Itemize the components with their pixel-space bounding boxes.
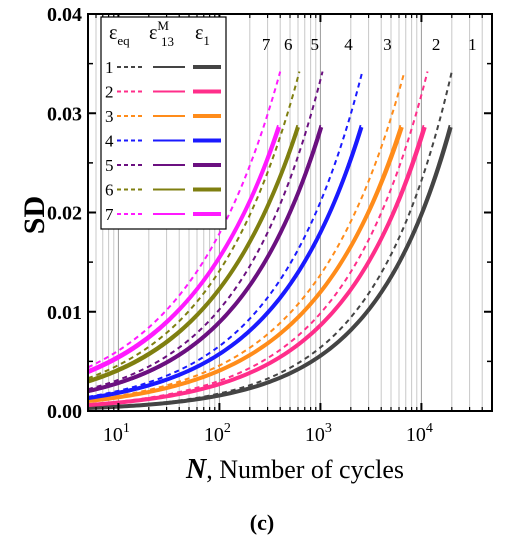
legend-header-sub: 1 [203,33,210,48]
curve-number-labels: 1 2 3 4 567 [262,35,477,54]
series-7-epseq-line [87,71,282,369]
x-tick-base: 10 [103,424,123,446]
x-axis-label: N, Number of cycles [185,454,404,485]
legend-row-label-7: 7 [105,205,114,224]
x-tick-label: 103 [305,421,332,446]
curve-label-3: 3 [383,35,392,54]
legend-row-label-1: 1 [105,58,114,77]
x-tick-exponent: 1 [123,421,130,436]
series-6-eps13M-line [87,124,299,384]
y-tick-label: 0.00 [47,401,82,423]
x-tick-base: 10 [305,424,325,446]
legend-row-label-3: 3 [105,107,114,126]
x-tick-base: 10 [406,424,426,446]
figure-caption: (c) [250,510,274,535]
series-7-eps13M-line [87,124,279,375]
series-5-eps13M-line [87,124,322,394]
legend-row-label-4: 4 [105,132,114,151]
y-tick-labels: 0.00 0.01 0.02 0.03 0.04 [47,4,82,423]
legend-header-1: εM 13 [149,18,174,49]
series-3-epseq-line [87,71,406,402]
y-tick-label: 0.02 [47,203,82,225]
legend-header-symbol: ε [149,22,157,44]
y-tick-label: 0.01 [47,302,82,324]
legend-header-0: εeq [109,22,130,48]
y-tick-label: 0.03 [47,103,82,125]
legend-box [100,16,227,230]
series-curves [87,71,453,411]
legend-row-label-2: 2 [105,83,114,102]
series-3-eps13M-line [87,124,402,403]
series-6-epseq-line [87,71,301,380]
series-2-epseq-line [87,71,429,406]
series-4-epseq-line [87,71,364,398]
legend-header-2: ε1 [195,22,210,48]
x-tick-labels: 101 102 103 104 [103,421,433,446]
x-tick-label: 102 [204,421,231,446]
series-1-epseq-line [87,71,453,409]
series-1-eps13M-line [87,124,451,410]
legend-header-sub: eq [117,33,130,48]
legend-header-sup: M [157,18,169,33]
series-4-eps13M-line [87,124,362,400]
legend-row-label-5: 5 [105,156,114,175]
x-tick-base: 10 [204,424,224,446]
x-tick-exponent: 4 [426,421,433,436]
series-2-eps13M-line [87,124,425,407]
curve-label-6: 6 [284,35,293,54]
curve-label-7: 7 [262,35,271,54]
y-tick-label: 0.04 [47,4,82,26]
series-5-epseq-line [87,71,324,391]
curve-label-1: 1 [468,35,477,54]
y-axis-label: SD [18,196,51,234]
x-tick-label: 104 [406,421,433,446]
curve-label-5: 5 [311,35,320,54]
legend-header-symbol: ε [109,22,117,44]
x-axis-symbol: N [185,454,208,485]
axis-ticks [87,13,493,412]
legend-header-symbol: ε [195,22,203,44]
x-tick-label: 101 [103,421,130,446]
legend-headers: εeq εM 13 ε1 [109,18,210,49]
x-tick-exponent: 3 [325,421,332,436]
legend-rows: 1 2 3 4 5 6 7 [105,58,221,224]
curve-label-4: 4 [344,35,353,54]
legend-row-label-6: 6 [105,181,114,200]
legend-header-sub: 13 [161,34,174,49]
curve-label-2: 2 [432,35,441,54]
x-axis-text: , Number of cycles [206,455,404,484]
x-tick-exponent: 2 [224,421,231,436]
